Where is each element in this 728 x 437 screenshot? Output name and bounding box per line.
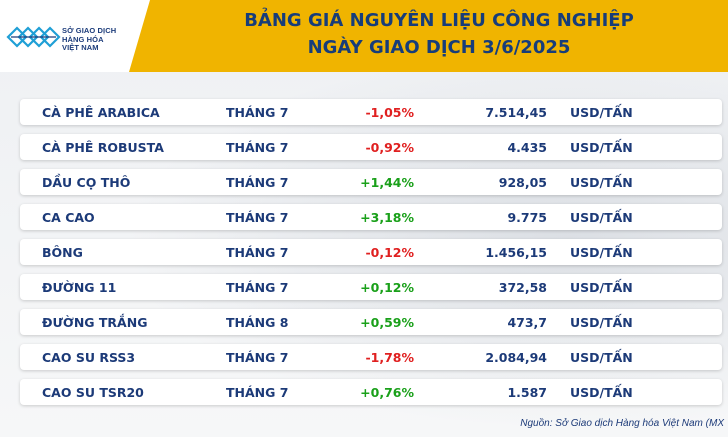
contract-month: THÁNG 7 xyxy=(226,385,289,400)
table-row: CÀ PHÊ ROBUSTA THÁNG 7 -0,92% 4.435 USD/TẤN xyxy=(20,134,722,160)
price-value: 1.456,15 xyxy=(485,245,547,260)
price-change: -1,78% xyxy=(365,350,414,365)
price-value: 4.435 xyxy=(507,140,547,155)
commodity-name: CÀ PHÊ ARABICA xyxy=(42,105,160,120)
price-value: 473,7 xyxy=(507,315,547,330)
commodity-name: CA CAO xyxy=(42,210,95,225)
contract-month: THÁNG 7 xyxy=(226,105,289,120)
price-value: 7.514,45 xyxy=(485,105,547,120)
table-row: CAO SU TSR20 THÁNG 7 +0,76% 1.587 USD/TẤN xyxy=(20,379,722,405)
price-unit: USD/TẤN xyxy=(570,315,633,330)
price-change: -0,12% xyxy=(365,245,414,260)
price-change: +3,18% xyxy=(360,210,414,225)
contract-month: THÁNG 8 xyxy=(226,315,289,330)
price-change: -1,05% xyxy=(365,105,414,120)
price-value: 2.084,94 xyxy=(485,350,547,365)
price-change: +0,76% xyxy=(360,385,414,400)
header-banner: SỞ GIAO DỊCH HÀNG HÓA VIỆT NAM BẢNG GIÁ … xyxy=(0,0,728,72)
price-change: +0,12% xyxy=(360,280,414,295)
price-unit: USD/TẤN xyxy=(570,245,633,260)
commodity-name: CÀ PHÊ ROBUSTA xyxy=(42,140,164,155)
contract-month: THÁNG 7 xyxy=(226,350,289,365)
price-value: 9.775 xyxy=(507,210,547,225)
price-unit: USD/TẤN xyxy=(570,385,633,400)
table-row: ĐƯỜNG TRẮNG THÁNG 8 +0,59% 473,7 USD/TẤN xyxy=(20,309,722,335)
contract-month: THÁNG 7 xyxy=(226,245,289,260)
source-note: Nguồn: Sở Giao dịch Hàng hóa Việt Nam (M… xyxy=(520,418,724,429)
price-unit: USD/TẤN xyxy=(570,175,633,190)
price-change: -0,92% xyxy=(365,140,414,155)
contract-month: THÁNG 7 xyxy=(226,140,289,155)
table-row: ĐƯỜNG 11 THÁNG 7 +0,12% 372,58 USD/TẤN xyxy=(20,274,722,300)
price-change: +1,44% xyxy=(360,175,414,190)
table-row: DẦU CỌ THÔ THÁNG 7 +1,44% 928,05 USD/TẤN xyxy=(20,169,722,195)
commodity-name: DẦU CỌ THÔ xyxy=(42,175,131,190)
commodity-name: CAO SU RSS3 xyxy=(42,350,136,365)
table-row: CA CAO THÁNG 7 +3,18% 9.775 USD/TẤN xyxy=(20,204,722,230)
commodity-name: CAO SU TSR20 xyxy=(42,385,144,400)
price-value: 928,05 xyxy=(498,175,547,190)
price-unit: USD/TẤN xyxy=(570,140,633,155)
exchange-logo-icon xyxy=(6,26,61,48)
price-table: CÀ PHÊ ARABICA THÁNG 7 -1,05% 7.514,45 USD/T… xyxy=(20,99,722,414)
table-row: BÔNG THÁNG 7 -0,12% 1.456,15 USD/TẤN xyxy=(20,239,722,265)
commodity-name: BÔNG xyxy=(42,245,83,260)
page-subtitle-date: NGÀY GIAO DỊCH 3/6/2025 xyxy=(307,37,571,58)
logo-text: SỞ GIAO DỊCH HÀNG HÓA VIỆT NAM xyxy=(62,26,117,52)
table-row: CAO SU RSS3 THÁNG 7 -1,78% 2.084,94 USD/TẤN xyxy=(20,344,722,370)
price-value: 1.587 xyxy=(507,385,547,400)
price-unit: USD/TẤN xyxy=(570,105,633,120)
contract-month: THÁNG 7 xyxy=(226,280,289,295)
contract-month: THÁNG 7 xyxy=(226,210,289,225)
price-unit: USD/TẤN xyxy=(570,210,633,225)
price-value: 372,58 xyxy=(498,280,547,295)
contract-month: THÁNG 7 xyxy=(226,175,289,190)
table-row: CÀ PHÊ ARABICA THÁNG 7 -1,05% 7.514,45 USD/T… xyxy=(20,99,722,125)
commodity-name: ĐƯỜNG TRẮNG xyxy=(42,315,148,330)
price-change: +0,59% xyxy=(360,315,414,330)
logo: SỞ GIAO DỊCH HÀNG HÓA VIỆT NAM xyxy=(0,0,150,72)
commodity-name: ĐƯỜNG 11 xyxy=(42,280,117,295)
price-unit: USD/TẤN xyxy=(570,280,633,295)
price-unit: USD/TẤN xyxy=(570,350,633,365)
page-title: BẢNG GIÁ NGUYÊN LIỆU CÔNG NGHIỆP xyxy=(244,10,634,31)
